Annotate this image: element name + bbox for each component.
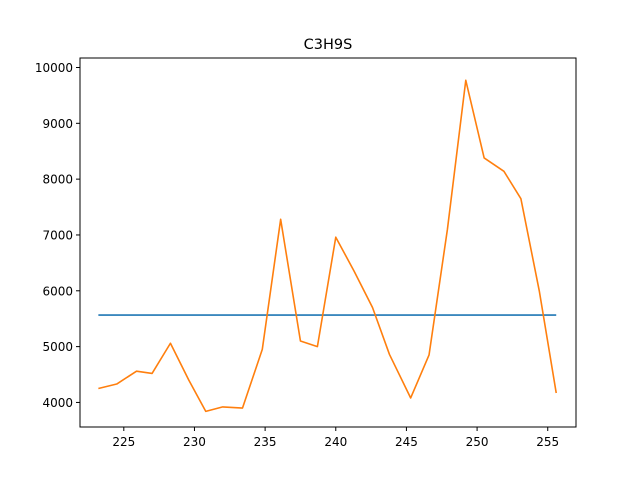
x-tick-label: 225 [112,435,135,449]
y-tick-label: 6000 [42,284,73,298]
series-line-2 [98,79,558,413]
y-tick-label: 5000 [42,340,73,354]
x-tick-label: 240 [324,435,347,449]
y-tick-label: 7000 [42,228,73,242]
x-tick-label: 230 [183,435,206,449]
x-tick-label: 255 [536,435,559,449]
x-tick-label: 245 [395,435,418,449]
chart-title: C3H9S [304,37,353,53]
y-tick-label: 9000 [42,117,73,131]
y-tick-label: 4000 [42,396,73,410]
series-layer [98,79,558,413]
y-tick-label: 8000 [42,173,73,187]
x-tick-label: 250 [466,435,489,449]
tick-layer: 225 230 235 240 245 250 255 4000 5000 6000 7000 800… [35,61,559,449]
x-tick-label: 235 [254,435,277,449]
y-tick-label: 10000 [35,61,73,75]
plot-area-frame [79,57,577,428]
